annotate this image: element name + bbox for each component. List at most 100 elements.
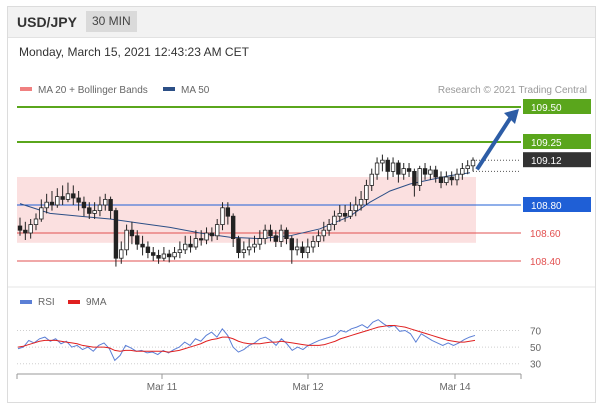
level-label-108.40: 108.40 [530,257,561,268]
candle-body [364,184,369,200]
level-label-108.80: 108.80 [531,201,562,212]
candle-body [380,159,385,164]
rsi-ma-legend-label: 9MA [86,297,107,308]
candle-body [294,246,300,251]
candle-body [108,198,113,211]
rsi-legend-label: RSI [38,297,55,308]
candle-body [113,210,119,259]
x-tick-label: Mar 14 [439,382,471,393]
candle-body [353,204,358,211]
candle-body [214,224,220,237]
candle-body [151,252,156,256]
candle-body [316,235,321,242]
candle-body [358,198,364,206]
candle-body [92,210,97,214]
rsi-tick-50: 50 [530,343,542,354]
candle-body [172,252,177,258]
candle-body [28,224,33,234]
candle-body [262,229,268,239]
candle-body [332,215,337,225]
candle-body [220,207,225,226]
candle-body [161,253,167,259]
candle-body [33,218,39,225]
ma50-legend-swatch [163,87,175,91]
candle-body [135,235,140,245]
candle-body [55,196,60,206]
credit-text: Research © 2021 Trading Central [438,85,587,96]
candlesticks [17,154,476,267]
rsi-ticks: 70 50 30 [530,326,542,370]
candle-body [273,235,279,242]
candle-body [385,159,390,172]
candle-body [422,168,428,175]
rsi-tick-70: 70 [530,326,542,337]
candle-body [310,240,316,248]
candle-body [71,193,76,199]
forecast-arrow-shaft [475,115,513,171]
ma20-legend-swatch [20,87,32,91]
candle-body [65,193,71,200]
candle-body [193,238,199,248]
chart-header: USD/JPY 30 MIN [8,7,595,38]
candle-body [284,229,289,239]
candle-body [369,173,374,186]
candle-body [60,196,65,200]
candle-body [289,238,294,251]
candle-body [428,169,433,175]
candle-body [188,243,193,248]
level-box-109.50 [523,99,591,114]
candle-body [49,201,55,206]
candle-body [225,207,231,217]
candle-body [337,212,342,217]
candle-body [145,246,151,253]
candle-body [177,249,183,254]
x-tick-label: Mar 12 [292,382,324,393]
candle-body [326,224,332,231]
candle-body [198,238,204,241]
candle-body [412,170,417,186]
candle-body [209,232,215,237]
candle-body [17,225,23,231]
rsi-ma-line [17,324,476,353]
forecast-arrow-head [504,109,519,124]
ma20-legend-label: MA 20 + Bollinger Bands [38,85,148,96]
rsi-lines [17,319,476,362]
candle-body [374,162,380,175]
candle-body [449,176,454,181]
candle-body [406,168,412,172]
level-label-109.25: 109.25 [531,138,562,149]
candle-body [246,246,252,251]
timeframe-badge[interactable]: 30 MIN [86,11,137,32]
forecast-arrow [475,109,519,171]
candle-body [119,249,124,259]
candle-body [444,176,449,183]
candle-body [230,215,236,239]
candle-body [348,210,353,217]
level-label-108.60: 108.60 [530,229,561,240]
rsi-tick-30: 30 [530,360,542,371]
candle-body [97,204,103,211]
level-label-109.12: 109.12 [531,156,562,167]
x-axis-ticks: Mar 11 Mar 12 Mar 14 [16,374,522,393]
candle-body [39,207,44,220]
candle-body [305,246,310,253]
candle-body [438,176,444,183]
candle-body [321,229,326,237]
x-tick-label: Mar 11 [147,382,178,393]
level-box-109.25 [523,134,591,149]
candle-body [167,253,172,258]
candle-body [278,229,284,242]
candle-body [252,243,257,248]
level-labels: 109.50 109.25 109.12 108.80 108.60 108.40 [523,99,591,268]
candle-body [300,246,305,253]
candle-body [268,229,273,237]
candle-body [87,207,92,214]
rsi-legend-swatch [20,300,32,304]
candle-body [460,168,465,175]
candle-body [454,173,460,181]
candle-body [44,201,49,209]
candle-body [103,198,108,206]
candle-body [433,169,438,178]
candle-body [76,197,81,203]
